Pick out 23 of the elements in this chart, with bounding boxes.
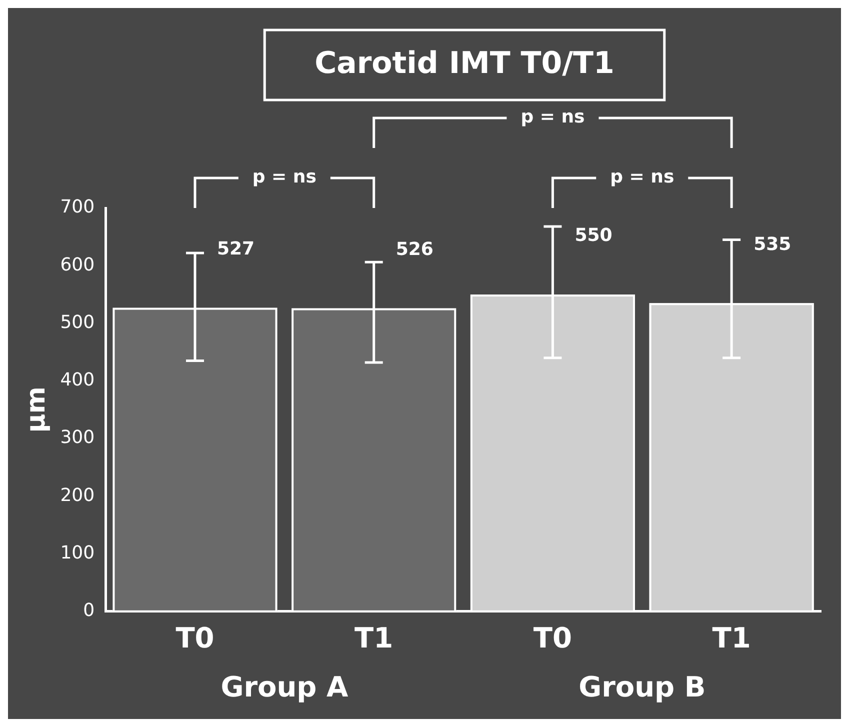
data-label: 526 [396,238,434,260]
y-tick-label: 700 [60,196,95,218]
y-tick-label: 600 [60,254,95,276]
data-label: 550 [574,225,612,246]
data-label: 527 [216,238,255,260]
y-axis-title: µm [21,386,52,433]
text: p = ns [520,106,585,128]
x-tick-label: T0 [176,621,214,654]
x-tick-label: T1 [712,621,751,654]
chart-title: Carotid IMT T0/T1 [314,46,614,81]
text: p = ns [610,166,674,188]
text: Group B [578,670,706,704]
data-label: 535 [754,234,792,255]
y-tick-label: 400 [60,370,95,391]
y-tick-label: 100 [60,542,95,564]
x-tick-label: T1 [354,621,394,654]
y-tick-label: 0 [83,600,95,622]
y-tick-label: 500 [60,312,95,333]
text: Group A [220,670,348,704]
y-tick-label: 300 [60,427,95,448]
x-tick-label: T0 [533,621,572,654]
text: p = ns [252,166,316,188]
y-tick-label: 200 [60,484,95,506]
